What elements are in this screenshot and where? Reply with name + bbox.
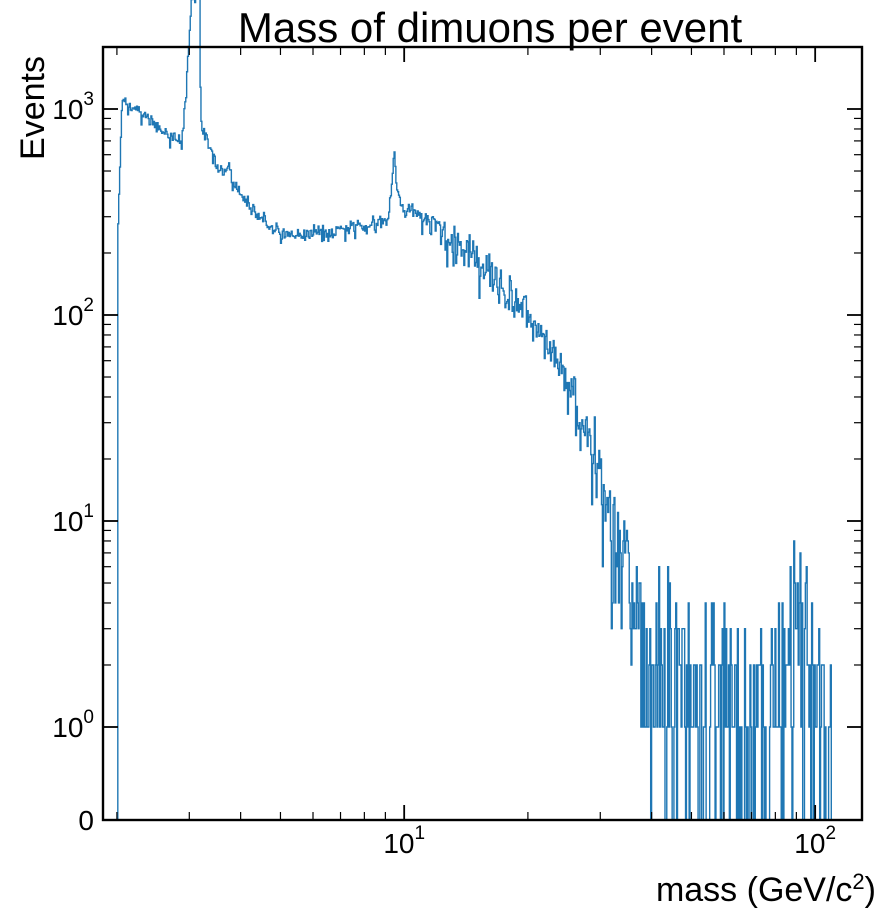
x-tick-label: 101 xyxy=(383,823,425,859)
y-tick-label: 101 xyxy=(52,501,94,537)
y-tick-label: 103 xyxy=(52,89,94,125)
x-tick-label: 102 xyxy=(794,823,836,859)
x-axis-label: mass (GeV/c2) xyxy=(656,869,876,910)
x-axis-label-end: ) xyxy=(865,871,876,909)
plot-area xyxy=(116,0,833,821)
y-tick-label: 102 xyxy=(52,295,94,331)
y-tick-label: 0 xyxy=(78,805,94,836)
chart-title: Mass of dimuons per event xyxy=(238,4,743,51)
axis-ticks: 101 102 0 100 101 102 103 xyxy=(52,47,862,859)
y-tick-label: 100 xyxy=(52,707,94,743)
x-axis-label-main: mass (GeV/c xyxy=(656,871,852,909)
histogram-step-line xyxy=(116,0,833,821)
x-axis-label-sup: 2 xyxy=(852,869,864,894)
plot-frame xyxy=(101,45,864,822)
y-axis-label: Events xyxy=(14,56,52,160)
